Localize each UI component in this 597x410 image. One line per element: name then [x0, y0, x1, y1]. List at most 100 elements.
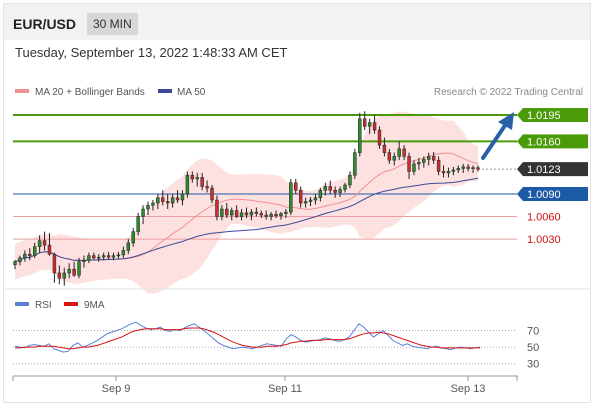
- candle-body: [28, 253, 32, 256]
- candle-body: [230, 210, 234, 216]
- candle-body: [92, 255, 96, 259]
- candle: [289, 178, 293, 216]
- candle: [254, 207, 259, 217]
- candle-body: [397, 148, 401, 157]
- bollinger-legend-swatch: [15, 89, 29, 93]
- candle-body: [82, 259, 86, 262]
- candle-body: [323, 186, 328, 191]
- rsi-ma-legend-label: 9MA: [84, 300, 105, 311]
- candle-body: [427, 156, 431, 160]
- candle: [180, 190, 185, 206]
- x-tick-label: Sep 11: [268, 383, 302, 395]
- timeframe-badge[interactable]: 30 MIN: [87, 13, 138, 35]
- level-label: 1.0160: [527, 136, 561, 148]
- level-label: 1.0195: [527, 110, 561, 122]
- candle-body: [72, 268, 76, 276]
- candle-body: [32, 246, 37, 256]
- candle: [358, 112, 362, 157]
- candle-body: [180, 193, 185, 201]
- candle-body: [402, 148, 406, 157]
- candle-body: [141, 208, 145, 217]
- candle-body: [77, 261, 81, 276]
- bollinger-legend-label: MA 20 + Bollinger Bands: [35, 87, 145, 98]
- candle: [294, 178, 298, 194]
- candle: [97, 254, 101, 262]
- candle: [269, 212, 273, 221]
- level-tag-1.0030: 1.0030: [527, 234, 561, 246]
- candle: [57, 265, 62, 285]
- level-badge-bg: [517, 162, 588, 177]
- candle: [205, 180, 209, 193]
- bollinger-band: [15, 111, 478, 294]
- candle-body: [234, 210, 239, 217]
- candle: [367, 118, 372, 134]
- level-label: 1.0030: [527, 234, 561, 246]
- candle: [372, 115, 377, 134]
- candle-body: [318, 189, 323, 199]
- candle: [126, 239, 130, 255]
- candle-body: [97, 256, 101, 259]
- candle: [72, 261, 76, 277]
- candle: [249, 209, 254, 221]
- candle-body: [244, 212, 249, 216]
- candle: [274, 210, 278, 219]
- candle-body: [47, 244, 52, 255]
- candle: [52, 252, 57, 283]
- candle: [200, 172, 204, 191]
- candle-body: [417, 162, 421, 165]
- candle: [422, 156, 426, 168]
- candle-body: [367, 122, 372, 127]
- candle-body: [37, 240, 42, 247]
- level-tag-1.0195: 1.0195: [517, 108, 588, 123]
- candle: [456, 165, 461, 173]
- candle: [47, 233, 52, 256]
- candle: [92, 252, 96, 261]
- candle: [32, 242, 37, 258]
- candle: [165, 194, 170, 210]
- candle: [441, 165, 446, 178]
- level-tag-1.0060: 1.0060: [527, 212, 561, 224]
- candle: [225, 203, 229, 219]
- candle: [121, 246, 126, 258]
- candle: [436, 156, 441, 176]
- candle-body: [333, 189, 337, 193]
- candle: [476, 165, 480, 172]
- candle: [313, 194, 318, 205]
- rsi-legend-swatch: [15, 302, 29, 306]
- candle-body: [165, 201, 170, 204]
- candle-body: [87, 255, 91, 261]
- candle: [318, 187, 323, 202]
- candle: [185, 171, 190, 198]
- candle: [239, 209, 244, 221]
- projection-arrow-head: [498, 112, 514, 130]
- candle: [190, 171, 195, 183]
- candle: [195, 172, 199, 187]
- candle: [62, 267, 66, 286]
- level-tag-1.0123: 1.0123: [517, 162, 588, 177]
- candle: [161, 190, 165, 206]
- candle: [101, 252, 106, 261]
- candle-body: [161, 197, 165, 202]
- candle-body: [284, 211, 288, 214]
- candle-body: [42, 240, 47, 246]
- candle: [215, 195, 219, 221]
- candle-body: [200, 177, 204, 187]
- candle-body: [190, 174, 195, 180]
- candle: [303, 197, 308, 208]
- candle-body: [382, 144, 387, 153]
- level-label: 1.0123: [527, 164, 561, 176]
- credit-label: Research © 2022 Trading Central: [434, 87, 583, 98]
- candle: [151, 200, 155, 211]
- candle-body: [126, 242, 130, 251]
- candle-body: [303, 201, 308, 204]
- candle-body: [215, 199, 219, 217]
- candle-body: [363, 118, 367, 127]
- candle: [67, 263, 71, 279]
- rsi-legend-label: RSI: [35, 300, 52, 311]
- candle-body: [18, 257, 22, 262]
- candle-body: [461, 166, 465, 169]
- candle: [431, 151, 436, 164]
- candle: [77, 257, 81, 279]
- candle-body: [131, 231, 135, 244]
- candle: [284, 209, 288, 219]
